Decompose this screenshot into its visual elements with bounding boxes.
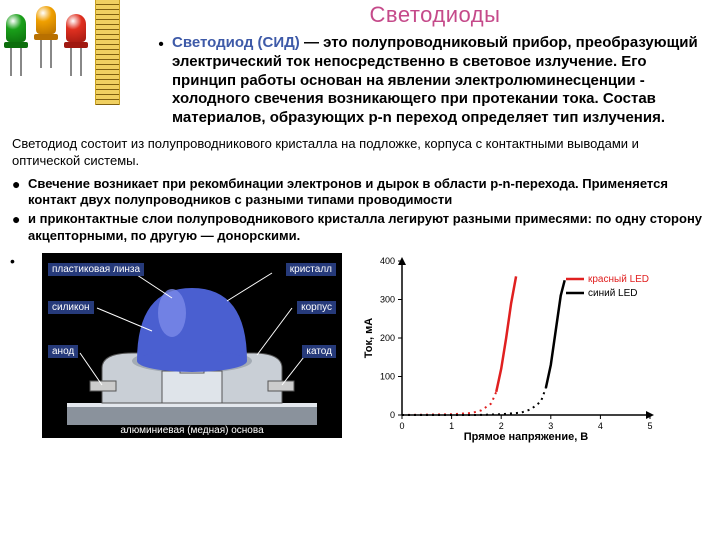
label-silicon: силикон <box>48 301 94 314</box>
label-body: корпус <box>297 301 336 314</box>
svg-text:200: 200 <box>380 333 395 343</box>
sub-note: Светодиод состоит из полупроводникового … <box>0 128 720 176</box>
svg-text:1: 1 <box>449 421 454 431</box>
svg-text:красный LED: красный LED <box>588 274 649 285</box>
label-base: алюминиевая (медная) основа <box>120 425 263 436</box>
bullet-marker: ● <box>12 211 28 245</box>
iv-curve-chart: 0 1 2 3 4 5 0 100 200 300 400 Прямое напряжение, В Т… <box>360 253 660 443</box>
svg-text:400: 400 <box>380 256 395 266</box>
led-photo <box>0 0 150 105</box>
svg-text:синий LED: синий LED <box>588 288 638 299</box>
svg-text:5: 5 <box>647 421 652 431</box>
list-item: ● и приконтактные слои полупроводниковог… <box>12 211 708 245</box>
led-bulb <box>36 6 56 40</box>
list-item: ● Свечение возникает при рекомбинации эл… <box>12 176 708 210</box>
svg-text:3: 3 <box>548 421 553 431</box>
page-title: Светодиоды <box>150 2 720 28</box>
bullet-text: и приконтактные слои полупроводникового … <box>28 211 708 245</box>
ruler <box>95 0 120 105</box>
svg-text:Прямое напряжение, В: Прямое напряжение, В <box>464 431 589 443</box>
bullet-list: ● Свечение возникает при рекомбинации эл… <box>0 176 720 252</box>
svg-text:2: 2 <box>499 421 504 431</box>
definition-block: • Светодиод (СИД) — это полупроводниковы… <box>150 34 720 128</box>
svg-text:0: 0 <box>390 410 395 420</box>
led-cross-section-diagram: пластиковая линза кристалл силикон корпу… <box>42 253 342 438</box>
svg-text:0: 0 <box>399 421 404 431</box>
xsection-svg <box>42 253 342 438</box>
svg-text:4: 4 <box>598 421 603 431</box>
svg-text:100: 100 <box>380 372 395 382</box>
bullet-text: Свечение возникает при рекомбинации элек… <box>28 176 708 210</box>
definition-lead: Светодиод (СИД) <box>172 34 300 51</box>
label-crystal: кристалл <box>286 263 336 276</box>
bullet-marker: • <box>10 253 24 443</box>
figure-row: • пластиковая линза кристалл силикон кор… <box>0 251 720 443</box>
led-bulb <box>6 14 26 48</box>
svg-text:300: 300 <box>380 295 395 305</box>
label-anode: анод <box>48 345 78 358</box>
definition-text: Светодиод (СИД) — это полупроводниковый … <box>172 34 710 128</box>
header-row: Светодиоды • Светодиод (СИД) — это полуп… <box>0 0 720 128</box>
svg-text:Ток, мА: Ток, мА <box>363 318 375 359</box>
bullet-marker: • <box>150 34 172 128</box>
led-bulb <box>66 14 86 48</box>
label-lens: пластиковая линза <box>48 263 144 276</box>
label-cathode: катод <box>302 345 336 358</box>
bullet-marker: ● <box>12 176 28 210</box>
